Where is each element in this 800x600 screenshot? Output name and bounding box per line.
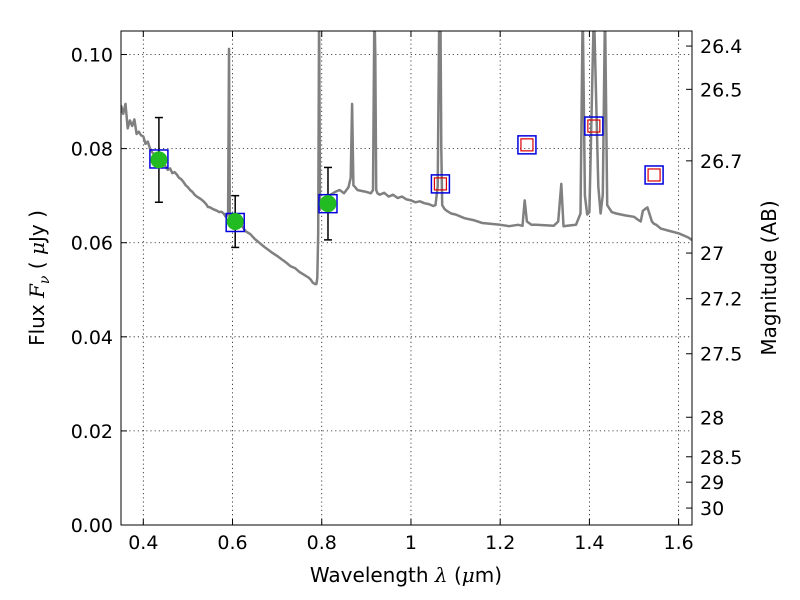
y-axis-label: Flux Fν ( μJy ) — [25, 210, 53, 346]
photometry-layer — [149, 116, 664, 249]
x-axis-label: Wavelength λ (μm) — [310, 563, 502, 587]
x-tick-label: 1.4 — [574, 532, 604, 554]
y-right-tick-label: 27.5 — [700, 344, 742, 366]
x-axis-label-unit-symbol: μ — [462, 563, 475, 587]
y-right-tick-label: 26.5 — [700, 79, 742, 101]
y-tick-label: 0.06 — [71, 233, 113, 255]
y-right-tick-label: 28 — [700, 407, 724, 429]
y-axis-label-prefix: Flux — [25, 298, 49, 346]
sed-model-line — [121, 31, 692, 286]
model-flux-box — [644, 165, 664, 185]
y-right-tick-label: 30 — [700, 498, 724, 520]
y-axis-label-unit-open: ( — [25, 255, 49, 276]
model-flux-inner — [433, 177, 448, 191]
x-tick-label: 1 — [405, 532, 417, 554]
y-axis-label-symbol: F — [25, 283, 49, 299]
y-axis-right-label: Magnitude (AB) — [757, 200, 781, 355]
y-axis-label-unit-symbol: μ — [25, 242, 49, 255]
axis-ticks: 0.4 0.6 0.8 1 1.2 1.4 1.6 0.00 0.02 0.04 0.06 0.08 0… — [71, 31, 742, 554]
y-right-tick-label: 26.7 — [700, 151, 742, 173]
x-axis-label-unit-rest: m) — [475, 563, 502, 587]
model-flux-inner — [647, 168, 661, 182]
y-right-tick-label: 27 — [700, 243, 724, 265]
x-tick-label: 1.2 — [485, 532, 515, 554]
model-flux-box — [584, 116, 604, 136]
y-right-tick-label: 26.4 — [700, 36, 742, 58]
model-flux-box — [517, 135, 537, 155]
model-flux-box — [430, 174, 451, 194]
y-tick-label: 0.02 — [71, 421, 113, 443]
model-flux-inner — [587, 119, 601, 133]
y-right-tick-label: 28.5 — [700, 447, 742, 469]
y-right-tick-label: 27.2 — [700, 289, 742, 311]
observed-flux-point — [150, 151, 168, 169]
grid-lines — [121, 31, 692, 526]
y-axis-label-unit-rest: Jy ) — [25, 210, 49, 244]
x-axis-label-symbol: λ — [434, 563, 448, 587]
x-axis-label-unit-open: ( — [448, 563, 462, 587]
model-flux-box — [318, 193, 338, 214]
observed-flux-point — [226, 213, 244, 231]
x-tick-label: 0.4 — [128, 532, 158, 554]
y-axis-label-subscript: ν — [37, 275, 53, 284]
y-tick-label: 0.10 — [71, 45, 113, 67]
y-tick-label: 0.00 — [71, 515, 113, 537]
x-axis-label-prefix: Wavelength — [310, 563, 435, 587]
x-tick-label: 0.6 — [217, 532, 247, 554]
observed-flux-point — [319, 195, 337, 213]
y-tick-label: 0.04 — [71, 327, 113, 349]
model-flux-inner — [520, 138, 534, 152]
sed-layer — [121, 31, 692, 286]
x-tick-label: 0.8 — [307, 532, 337, 554]
plot-frame — [120, 30, 693, 526]
y-right-tick-label: 29 — [700, 472, 724, 494]
y-tick-label: 0.08 — [71, 139, 113, 161]
x-tick-label: 1.6 — [664, 532, 694, 554]
